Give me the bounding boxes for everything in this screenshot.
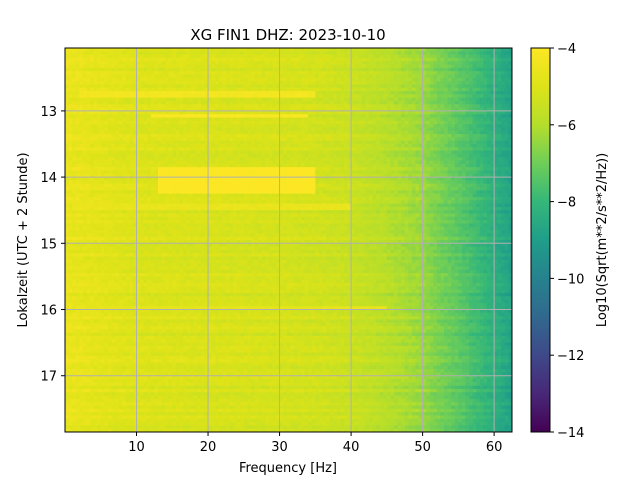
colorbar-tick-label: −14 xyxy=(557,426,584,441)
chart-title: XG FIN1 DHZ: 2023-10-10 xyxy=(190,26,385,44)
x-tick-label: 10 xyxy=(128,440,145,455)
y-tick-label: 13 xyxy=(40,105,57,120)
x-tick-label: 50 xyxy=(414,440,431,455)
colorbar-tick-label: −12 xyxy=(557,349,584,364)
x-axis-label: Frequency [Hz] xyxy=(239,461,337,476)
y-axis-ticks: 13 14 15 16 17 xyxy=(40,105,65,385)
x-tick-label: 60 xyxy=(486,440,503,455)
grid-lines xyxy=(65,48,512,432)
y-tick-label: 14 xyxy=(40,171,57,186)
colorbar-ticks: −4 −6 −8 −10 −12 −14 xyxy=(550,42,584,441)
colorbar-tick-label: −4 xyxy=(557,42,576,57)
colorbar-tick-label: −6 xyxy=(557,119,576,134)
x-axis-ticks: 10 20 30 40 50 60 xyxy=(128,432,502,455)
y-axis-label: Lokalzeit (UTC + 2 Stunde) xyxy=(16,152,31,327)
colorbar-label: Log10(Sqrt(m**2/s**2/Hz)) xyxy=(595,153,610,327)
colorbar-tick-label: −8 xyxy=(557,196,576,211)
spectrogram-heatmap xyxy=(65,48,512,432)
y-tick-label: 15 xyxy=(40,237,57,252)
plot-frame xyxy=(64,47,513,433)
colorbar-tick-label: −10 xyxy=(557,272,584,287)
x-tick-label: 30 xyxy=(271,440,288,455)
x-tick-label: 20 xyxy=(200,440,217,455)
x-tick-label: 40 xyxy=(343,440,360,455)
y-tick-label: 17 xyxy=(40,370,57,385)
y-tick-label: 16 xyxy=(40,304,57,319)
colorbar xyxy=(530,47,551,433)
